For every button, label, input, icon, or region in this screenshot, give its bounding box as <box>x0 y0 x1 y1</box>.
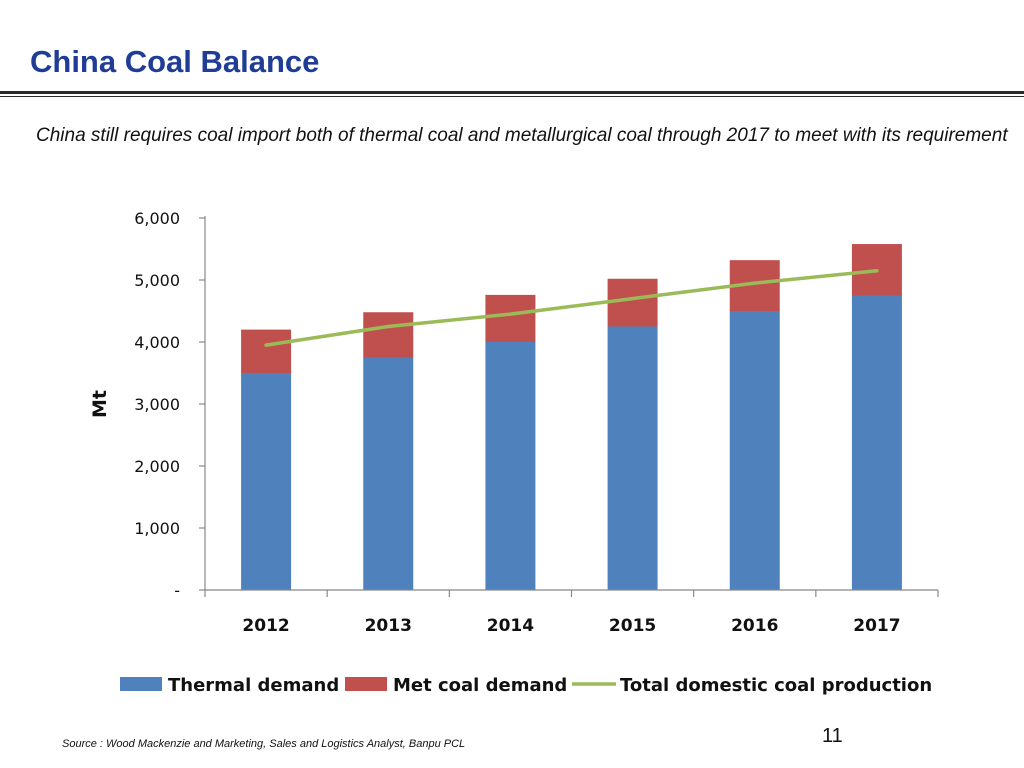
slide-subtitle: China still requires coal import both of… <box>36 125 1008 146</box>
legend-total-domestic-production-label: Total domestic coal production <box>620 675 932 696</box>
bar-thermal-2015 <box>607 326 658 590</box>
title-divider-thick <box>0 91 1024 94</box>
bar-thermal-2013 <box>363 357 414 590</box>
bar-thermal-2014 <box>485 342 536 590</box>
legend-met-coal-demand-swatch <box>345 677 387 691</box>
source-note: Source : Wood Mackenzie and Marketing, S… <box>62 738 466 750</box>
line-total-domestic-production <box>264 268 879 347</box>
bar-thermal-2012 <box>241 373 292 590</box>
x-tick-label-2015: 2015 <box>609 616 656 636</box>
y-tick-label: - <box>174 581 180 600</box>
y-tick-label: 5,000 <box>134 271 180 290</box>
title-divider-thin <box>0 96 1024 97</box>
page-number: 11 <box>822 725 843 747</box>
y-tick-label: 6,000 <box>134 209 180 228</box>
y-tick-label: 1,000 <box>134 519 180 538</box>
legend-met-coal-demand-label: Met coal demand <box>393 675 567 696</box>
x-tick-label-2016: 2016 <box>731 616 778 636</box>
bar-met-coal-2015 <box>607 278 658 327</box>
bar-met-coal-2013 <box>363 312 414 358</box>
legend-thermal-demand-label: Thermal demand <box>168 675 339 696</box>
x-tick-label-2017: 2017 <box>853 616 900 636</box>
legend-thermal-demand-swatch <box>120 677 162 691</box>
x-tick-label-2013: 2013 <box>365 616 412 636</box>
x-tick-label-2014: 2014 <box>487 616 534 636</box>
bar-met-coal-2012 <box>241 329 292 373</box>
y-tick-label: 2,000 <box>134 457 180 476</box>
bar-thermal-2016 <box>729 311 780 590</box>
y-tick-label: 3,000 <box>134 395 180 414</box>
x-tick-label-2012: 2012 <box>242 616 289 636</box>
bar-thermal-2017 <box>851 295 902 590</box>
slide-title: China Coal Balance <box>30 44 320 79</box>
y-tick-label: 4,000 <box>134 333 180 352</box>
y-axis-title: Mt <box>89 390 111 418</box>
bar-met-coal-2014 <box>485 294 536 342</box>
